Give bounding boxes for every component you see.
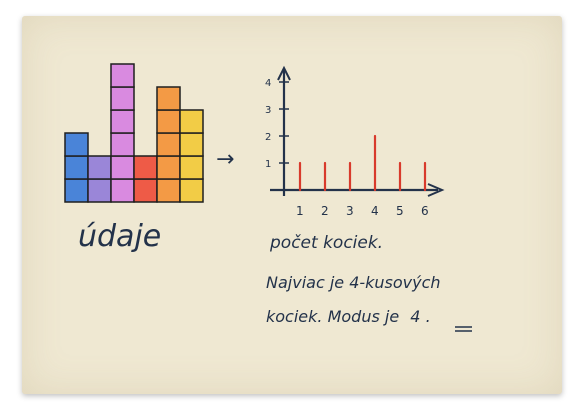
x-tick-2: 2	[321, 204, 329, 218]
y-tick-3: 3	[265, 105, 271, 116]
block-col4-row1	[133, 178, 158, 203]
y-tick-group: 1 2 3 4	[265, 78, 289, 170]
caption-line-2: kociek. Modus je 4 .	[266, 307, 431, 326]
x-tick-3: 3	[346, 204, 354, 218]
mode-value: 4	[410, 307, 420, 326]
bar-group	[298, 134, 427, 192]
block-col3-row5	[110, 86, 135, 111]
block-col3-row6	[110, 63, 135, 88]
block-tower	[64, 63, 204, 203]
block-col3-row3	[110, 132, 135, 157]
block-col1-row2	[64, 155, 89, 180]
block-col6-row1	[179, 178, 204, 203]
y-tick-4: 4	[265, 78, 271, 89]
block-col2-row2	[87, 155, 112, 180]
y-tick-2: 2	[265, 132, 271, 143]
block-col5-row3	[156, 132, 181, 157]
x-tick-1: 1	[296, 204, 304, 218]
block-col5-row4	[156, 109, 181, 134]
x-axis-label: počet kociek.	[269, 233, 383, 253]
block-col5-row2	[156, 155, 181, 180]
block-col1-row3	[64, 132, 89, 157]
x-tick-4: 4	[371, 204, 379, 218]
block-col1-row1	[64, 178, 89, 203]
x-tick-5: 5	[396, 204, 404, 218]
blocks-label: údaje	[78, 219, 161, 254]
block-col6-row4	[179, 109, 204, 134]
caption-line-1: Najviac je 4-kusových	[266, 273, 441, 292]
chart: 1 2 3 4 1 2 3 4 5 6	[265, 65, 445, 218]
caption-prefix: kociek. Modus je	[266, 307, 399, 326]
block-col6-row2	[179, 155, 204, 180]
x-axis-arrowhead	[427, 183, 445, 197]
block-col3-row2	[110, 155, 135, 180]
y-tick-1: 1	[265, 159, 271, 170]
arrow-icon: →	[216, 147, 234, 172]
block-col5-row1	[156, 178, 181, 203]
x-tick-6: 6	[421, 204, 429, 218]
y-axis-arrowhead	[277, 65, 291, 81]
block-col6-row3	[179, 132, 204, 157]
block-col5-row5	[156, 86, 181, 111]
block-col3-row1	[110, 178, 135, 203]
block-col3-row4	[110, 109, 135, 134]
caption-suffix: .	[426, 307, 431, 326]
block-col2-row1	[87, 178, 112, 203]
block-col4-row2	[133, 155, 158, 180]
x-tick-group: 1 2 3 4 5 6	[296, 204, 429, 218]
